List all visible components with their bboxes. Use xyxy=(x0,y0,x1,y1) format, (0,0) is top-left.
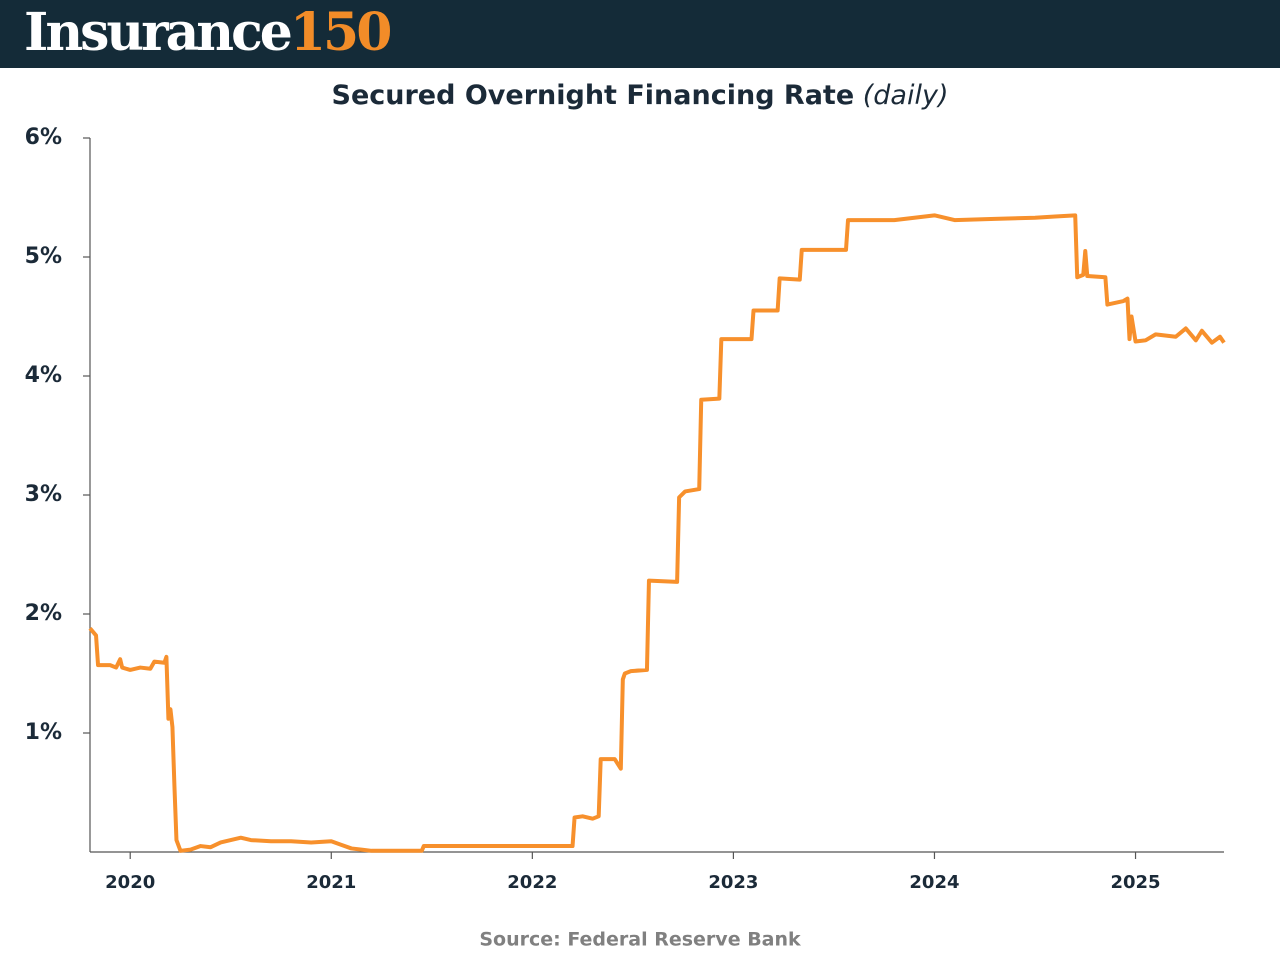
title: Secured Overnight Financing Rate (daily) xyxy=(332,80,949,111)
chart-title: Secured Overnight Financing Rate xyxy=(332,80,855,111)
x-tick-label: 2020 xyxy=(105,872,155,893)
y-tick-label: 6% xyxy=(25,125,62,150)
y-tick-label: 2% xyxy=(25,601,62,626)
logo: Insurance150 xyxy=(24,2,390,63)
logo-number: 150 xyxy=(290,2,390,63)
x-tick-label: 2023 xyxy=(708,872,758,893)
y-tick-label: 1% xyxy=(25,720,62,745)
y-tick-label: 4% xyxy=(25,363,62,388)
x-tick-label: 2022 xyxy=(507,872,557,893)
y-tick-label: 5% xyxy=(25,244,62,269)
x-tick-label: 2025 xyxy=(1110,872,1160,893)
x-tick-label: 2021 xyxy=(306,872,356,893)
logo-word: Insurance xyxy=(24,2,291,63)
rate-line xyxy=(88,213,1226,853)
chart-subtitle: (daily) xyxy=(863,80,949,111)
source: Source: Federal Reserve Bank xyxy=(479,929,801,951)
header-band xyxy=(0,0,1280,68)
y-tick-label: 3% xyxy=(25,482,62,507)
x-tick-label: 2024 xyxy=(909,872,959,893)
